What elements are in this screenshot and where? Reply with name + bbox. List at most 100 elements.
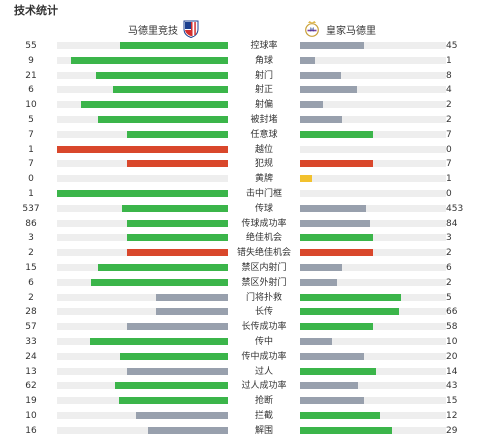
away-value: 66 (446, 307, 458, 318)
home-value: 7 (28, 159, 34, 170)
stat-row: 3 绝佳机会 3 (0, 231, 500, 245)
home-bar-track (57, 426, 228, 434)
home-value: 6 (28, 85, 34, 96)
stat-row: 28 长传 66 (0, 305, 500, 319)
stat-label: 过人 (254, 366, 273, 377)
away-bar (300, 323, 373, 331)
away-bar (300, 204, 366, 212)
away-value: 453 (446, 203, 464, 214)
home-bar-track (57, 249, 228, 257)
away-bar-track (300, 130, 446, 138)
away-value: 20 (446, 351, 458, 362)
stat-row: 62 过人成功率 43 (0, 379, 500, 393)
home-value: 6 (28, 277, 34, 288)
away-value: 6 (446, 263, 452, 273)
home-value: 2 (28, 292, 34, 303)
home-bar (96, 71, 228, 79)
stat-row: 10 射偏 2 (0, 98, 500, 112)
away-bar-track (300, 323, 446, 331)
away-value: 2 (446, 115, 452, 125)
home-bar-track (57, 204, 228, 212)
away-value: 12 (446, 411, 458, 421)
home-bar-track (57, 264, 228, 271)
home-bar-track (57, 234, 228, 242)
home-value: 62 (25, 381, 37, 392)
stat-row: 10 拦截 12 (0, 409, 500, 423)
home-bar (127, 367, 228, 375)
away-value: 43 (446, 381, 458, 392)
away-bar (300, 249, 373, 257)
away-bar-track (300, 338, 446, 345)
home-value: 21 (25, 70, 37, 81)
home-bar-track (57, 86, 228, 94)
away-bar-track (300, 160, 446, 168)
home-value: 1 (28, 144, 34, 155)
away-value: 58 (446, 322, 458, 333)
stat-row: 15 禁区内射门 6 (0, 261, 500, 275)
home-bar-track (57, 101, 228, 109)
away-bar-track (300, 352, 446, 360)
stat-row: 1 击中门框 0 (0, 187, 500, 201)
away-bar-track (300, 219, 446, 227)
away-value: 1 (446, 174, 452, 185)
away-value: 7 (446, 129, 452, 140)
stat-row: 2 错失绝佳机会 2 (0, 246, 500, 260)
away-bar (300, 264, 343, 271)
away-bar (300, 116, 343, 123)
home-bar-track (57, 160, 228, 168)
stat-label: 射门 (254, 70, 273, 81)
home-value: 15 (25, 263, 37, 273)
away-value: 45 (446, 41, 458, 51)
stat-label: 射正 (254, 85, 273, 96)
page-title: 技术统计 (14, 4, 58, 17)
home-bar (120, 42, 228, 49)
away-value: 15 (446, 396, 458, 407)
home-bar-track (57, 145, 228, 153)
stat-row: 19 抢断 15 (0, 394, 500, 408)
stat-row: 86 传球成功率 84 (0, 217, 500, 231)
home-bar (57, 190, 228, 197)
home-bar-track (57, 397, 228, 405)
home-bar (115, 382, 228, 390)
home-bar-track (57, 278, 228, 286)
home-team[interactable]: 马德里竞技 (128, 18, 199, 40)
stat-label: 击中门框 (245, 189, 282, 199)
stat-label: 抢断 (254, 396, 273, 407)
stat-row: 6 射正 4 (0, 83, 500, 97)
away-bar (300, 382, 359, 390)
away-bar (300, 101, 324, 109)
away-bar-track (300, 308, 446, 316)
stat-row: 7 任意球 7 (0, 128, 500, 142)
away-bar (300, 175, 312, 183)
away-bar-track (300, 234, 446, 242)
home-bar-track (57, 352, 228, 360)
away-bar (300, 426, 392, 434)
home-value: 7 (28, 129, 34, 140)
away-bar-track (300, 426, 446, 434)
stat-label: 过人成功率 (241, 381, 287, 392)
away-bar-track (300, 382, 446, 390)
stat-label: 任意球 (250, 129, 278, 140)
home-bar (127, 234, 228, 242)
away-value: 0 (446, 189, 452, 199)
stat-label: 犯规 (254, 159, 273, 170)
home-value: 5 (28, 115, 34, 125)
away-bar (300, 397, 365, 405)
home-bar (80, 101, 228, 109)
stat-label: 拦截 (254, 411, 273, 421)
home-value: 537 (22, 203, 40, 214)
away-bar-track (300, 204, 446, 212)
home-bar (135, 412, 228, 419)
home-bar-track (57, 56, 228, 64)
away-value: 4 (446, 85, 452, 96)
away-team[interactable]: M 皇家马德里 (304, 18, 376, 40)
away-bar-track (300, 397, 446, 405)
stat-row: 16 解围 29 (0, 424, 500, 438)
home-bar (121, 204, 228, 212)
stat-row: 21 射门 8 (0, 69, 500, 83)
stat-label: 错失绝佳机会 (236, 248, 291, 259)
home-bar-track (57, 130, 228, 138)
stat-label: 黄牌 (254, 174, 273, 185)
away-bar (300, 42, 365, 49)
home-value: 19 (25, 396, 37, 407)
